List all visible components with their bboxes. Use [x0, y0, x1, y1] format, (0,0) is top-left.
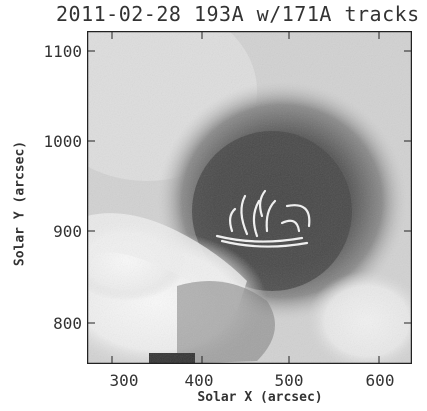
y-tick-label: 1000	[43, 132, 82, 151]
y-tick-label: 1100	[43, 42, 82, 61]
x-tick-label: 500	[274, 371, 304, 390]
plot-title: 2011-02-28 193A w/171A tracks	[56, 2, 420, 26]
x-axis-label: Solar X (arcsec)	[197, 390, 323, 405]
y-axis-label: Solar Y (arcsec)	[12, 140, 28, 267]
y-tick-label: 900	[53, 222, 82, 241]
y-tick-label: 800	[53, 314, 82, 333]
solar-image-panel	[87, 31, 412, 364]
plot-frame	[87, 31, 412, 364]
x-tick-label: 400	[184, 371, 214, 390]
x-tick-label: 600	[365, 371, 395, 390]
x-tick-label: 300	[109, 371, 139, 390]
